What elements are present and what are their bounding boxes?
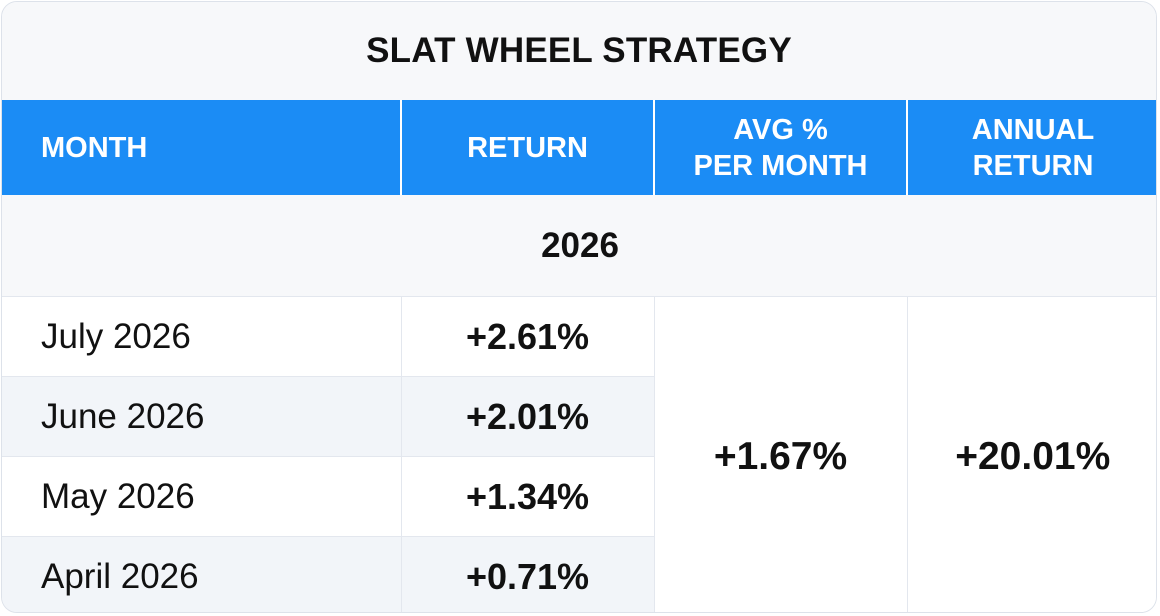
- return-cell: +2.01%: [401, 376, 655, 457]
- column-header-return: RETURN: [400, 100, 654, 195]
- annual-header-line2: RETURN: [972, 149, 1094, 182]
- table-row: June 2026 +2.01%: [2, 376, 1156, 457]
- return-cell: +0.71%: [401, 536, 655, 612]
- column-header-annual-return: ANNUAL RETURN: [906, 100, 1156, 195]
- month-cell: July 2026: [2, 296, 402, 377]
- annual-return-value: +20.01%: [907, 296, 1156, 612]
- table-row: July 2026 +2.61% +1.67% +20.01%: [2, 296, 1156, 612]
- returns-table: MONTH RETURN AVG % PER MONTH ANNUAL RETU…: [2, 100, 1156, 612]
- avg-header-line1: AVG %: [733, 113, 828, 146]
- annual-header-line1: ANNUAL: [971, 113, 1095, 146]
- table-title: SLAT WHEEL STRATEGY: [2, 2, 1156, 100]
- table-row: May 2026 +1.34%: [2, 456, 1156, 537]
- avg-header-line2: PER MONTH: [693, 149, 868, 182]
- column-header-avg-per-month: AVG % PER MONTH: [653, 100, 907, 195]
- month-cell: June 2026: [2, 376, 402, 457]
- month-cell: April 2026: [2, 536, 402, 612]
- year-label: 2026: [2, 195, 1156, 297]
- table-row: April 2026 +0.71%: [2, 536, 1156, 612]
- header-row: MONTH RETURN AVG % PER MONTH ANNUAL RETU…: [2, 100, 1156, 195]
- month-cell: May 2026: [2, 456, 402, 537]
- year-group-row: 2026: [2, 195, 1156, 297]
- column-header-month: MONTH: [2, 100, 401, 195]
- return-cell: +1.34%: [401, 456, 655, 537]
- return-cell: +2.61%: [401, 296, 655, 377]
- avg-per-month-value: +1.67%: [654, 296, 908, 612]
